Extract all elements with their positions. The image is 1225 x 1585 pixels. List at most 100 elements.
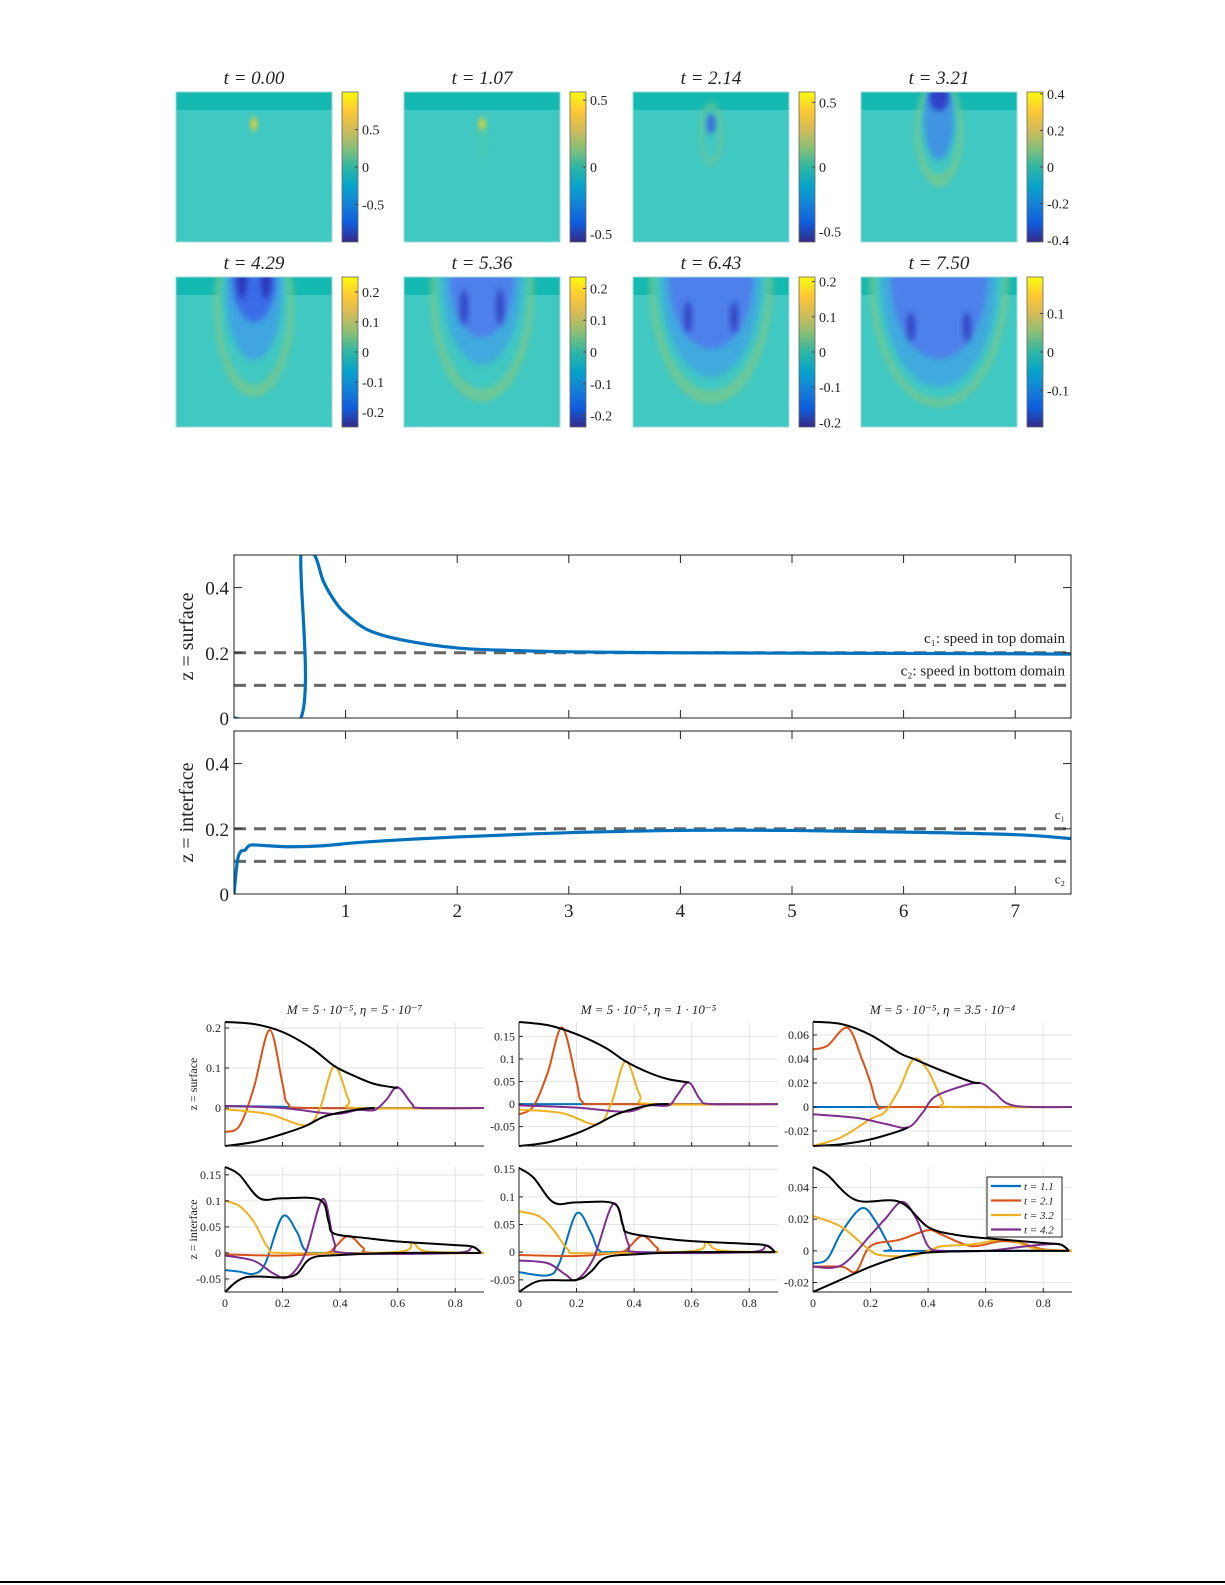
colorbar-tick-label: -0.1	[362, 376, 384, 391]
snapshot-title: t = 6.43	[681, 253, 742, 274]
colorbar-tick-label: 0	[590, 346, 597, 361]
y-tick-label: 0.2	[206, 1021, 221, 1035]
x-tick-label: 0.4	[627, 1296, 642, 1310]
heatmap-frame	[860, 91, 1018, 243]
profile-curve-32	[813, 1057, 1072, 1147]
y-tick-label: 0	[215, 1246, 221, 1260]
heatmap-feature	[460, 289, 468, 325]
x-tick-label: 0.4	[921, 1296, 936, 1310]
heatmap-field	[633, 277, 789, 427]
colorbar-tick-label: -0.5	[590, 228, 612, 243]
y-tick-label: 0	[220, 709, 230, 730]
colorbar-tick-label: -0.2	[590, 410, 612, 425]
y-axis-label: z = surface	[186, 1058, 200, 1111]
y-tick-label: 0.02	[788, 1212, 809, 1226]
envelope-lower	[519, 1103, 669, 1147]
y-tick-label: 0.04	[788, 1052, 809, 1066]
profile-curve-21	[519, 1026, 778, 1116]
legend-label: t = 4.2	[1024, 1225, 1054, 1237]
y-tick-label: 0.1	[206, 1061, 221, 1075]
colorbar-tick-label: 0.5	[590, 94, 608, 109]
heatmap-frame	[403, 276, 561, 428]
curves	[813, 1020, 1072, 1147]
heatmap-field	[861, 92, 1017, 242]
heatmap-feature	[684, 301, 692, 333]
heatmap-field	[404, 92, 560, 242]
reference-line-label: c₁: speed in top domain	[924, 631, 1066, 647]
x-tick-label: 7	[1010, 901, 1020, 922]
x-tick-label: 0.2	[275, 1296, 290, 1310]
x-tick-label: 0	[810, 1296, 816, 1310]
heatmap-feature	[479, 118, 485, 130]
y-axis-label: z = interface	[186, 1199, 200, 1259]
snapshot-title: t = 1.07	[452, 68, 514, 89]
profile-curve-42	[813, 1200, 1070, 1269]
heatmap-feature	[237, 277, 247, 299]
snapshot-title: t = 4.29	[224, 253, 285, 274]
profile-curve-42	[225, 1197, 482, 1280]
y-tick-label: 0.05	[494, 1218, 515, 1232]
y-axis-label: z = interface	[176, 762, 198, 862]
envelope-upper	[813, 1020, 981, 1085]
colorbar-tick-label: -0.5	[362, 199, 384, 214]
heatmap-feature	[251, 117, 257, 131]
y-tick-label: 0	[215, 1101, 221, 1115]
heatmap-feature	[963, 312, 971, 342]
speed-panel: 1 2 3 4 5 6 7 0 0.2 0.4 z = interface c₁ c₂	[176, 730, 1072, 922]
x-tick-label: 0	[222, 1296, 228, 1310]
legend-label: t = 3.2	[1024, 1210, 1054, 1222]
envelope-upper	[519, 1021, 689, 1084]
x-tick-label: 5	[787, 901, 797, 922]
legend-label: t = 2.1	[1024, 1196, 1054, 1208]
heatmap-frame	[632, 276, 790, 428]
colorbar-tick-label: -0.1	[819, 381, 841, 396]
x-tick-label: 0.2	[569, 1296, 584, 1310]
subplot-title: M = 5 · 10⁻⁵, η = 1 · 10⁻⁵	[580, 1002, 717, 1017]
x-tick-label: 0.8	[448, 1296, 463, 1310]
y-tick-label: 0.2	[205, 820, 229, 841]
snapshot-title: t = 0.00	[224, 68, 285, 89]
y-axis-label: z = surface	[176, 592, 198, 680]
heatmap-feature	[907, 312, 915, 342]
heatmap-top-layer	[176, 92, 332, 110]
heatmap-field	[633, 92, 789, 242]
y-tick-label: 0.2	[205, 644, 229, 665]
y-tick-label: 0.15	[494, 1029, 515, 1043]
x-tick-label: 0.6	[684, 1296, 699, 1310]
speed-curve	[234, 555, 1071, 718]
y-tick-label: 0.06	[788, 1028, 809, 1042]
curves	[813, 1166, 1072, 1293]
colorbar-tick-label: 0.5	[819, 96, 837, 111]
profile-panel-surface: -0.02 0 0.02 0.04 0.06	[784, 1020, 1072, 1147]
envelope-lower	[813, 1249, 1070, 1293]
colorbar-tick-label: 0.2	[819, 276, 837, 291]
snapshot-panel: t = 4.29 0.2 0.1 0 -0.1 -0.2	[175, 253, 384, 428]
heatmap-frame	[632, 91, 790, 243]
x-tick-label: 0.6	[978, 1296, 993, 1310]
y-tick-label: 0.15	[200, 1168, 221, 1182]
x-tick-label: 3	[564, 901, 574, 922]
x-tick-label: 0.8	[1036, 1296, 1051, 1310]
colorbar-tick-label: 0.2	[590, 282, 608, 297]
x-tick-label: 0.2	[863, 1296, 878, 1310]
profile-panel-surface: -0.05 0 0.05 0.1 0.15	[490, 1021, 778, 1147]
colorbar-tick-label: 0	[590, 161, 597, 176]
heatmap-feature	[929, 92, 949, 111]
envelope-lower	[813, 1126, 909, 1147]
envelope-lower	[519, 1251, 776, 1293]
y-tick-label: -0.02	[784, 1276, 809, 1290]
heatmap-field	[176, 277, 332, 427]
heatmap-feature	[496, 289, 504, 325]
colorbar-tick-label: 0.2	[362, 286, 380, 301]
colorbar-tick-label: 0	[1047, 161, 1054, 176]
heatmap-feature	[261, 277, 271, 299]
envelope-upper	[225, 1166, 482, 1254]
colorbar-tick-label: -0.2	[1047, 198, 1069, 213]
heatmap-field	[176, 92, 332, 242]
profile-curve-32	[225, 1064, 484, 1127]
reference-line-label: c₂: speed in bottom domain	[901, 663, 1066, 679]
curves	[519, 1167, 778, 1293]
